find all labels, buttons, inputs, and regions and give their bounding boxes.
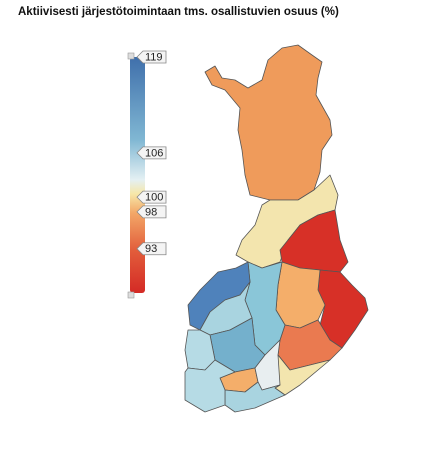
tick-marker bbox=[136, 205, 167, 219]
tick-marker bbox=[136, 146, 167, 160]
color-scale bbox=[130, 57, 145, 293]
tick-label: 119 bbox=[145, 51, 163, 63]
finland-map bbox=[184, 44, 369, 413]
tick-label: 100 bbox=[145, 192, 163, 204]
tick-label: 93 bbox=[145, 243, 157, 255]
color-legend: 119 106 100 98 93 bbox=[127, 50, 167, 299]
region bbox=[275, 261, 326, 329]
tick-marker bbox=[136, 50, 167, 64]
tick-marker bbox=[136, 190, 167, 204]
tick-label: 98 bbox=[145, 206, 157, 218]
region bbox=[224, 381, 286, 413]
scale-end bbox=[127, 291, 135, 299]
region bbox=[184, 359, 236, 413]
scale-end bbox=[127, 52, 135, 60]
map-title: Aktiivisesti järjestötoimintaan tms. osa… bbox=[18, 6, 339, 18]
region bbox=[204, 44, 333, 201]
tick-label: 106 bbox=[145, 147, 163, 159]
tick-marker bbox=[136, 242, 167, 256]
